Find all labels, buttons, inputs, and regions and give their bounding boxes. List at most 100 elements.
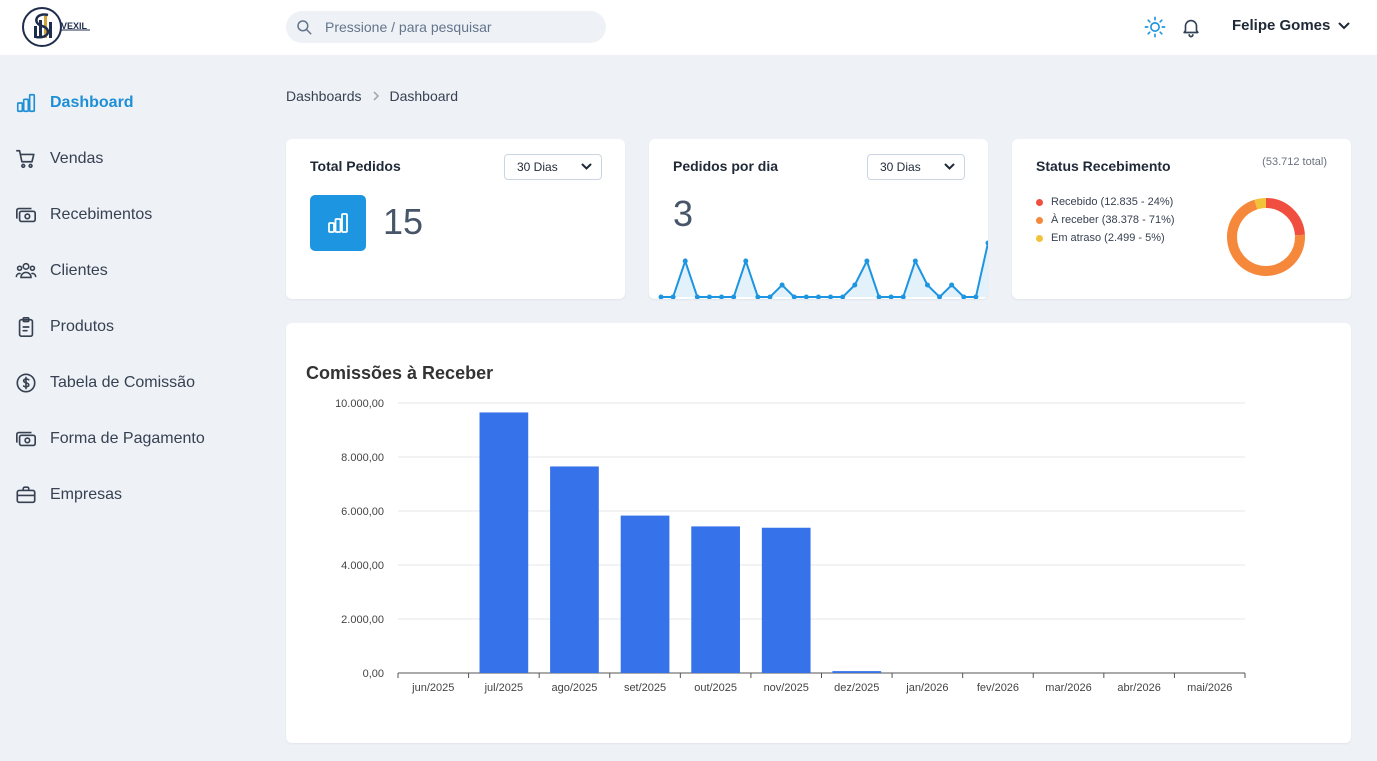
card-title: Total Pedidos [310, 158, 401, 174]
sparkline-point [852, 282, 858, 288]
sidebar-item-tabela-comissao[interactable]: Tabela de Comissão [14, 369, 195, 397]
user-menu[interactable]: Felipe Gomes [1232, 17, 1350, 34]
chevron-down-icon [581, 163, 592, 170]
y-tick-label: 8.000,00 [341, 452, 384, 464]
legend-dot [1036, 198, 1043, 206]
x-tick-label: fev/2026 [977, 682, 1019, 694]
sparkline-point [779, 282, 785, 288]
x-tick-label: dez/2025 [834, 682, 879, 694]
sparkline-point [985, 240, 988, 246]
sidebar-item-forma-pagamento[interactable]: Forma de Pagamento [14, 425, 205, 453]
sidebar-item-recebimentos[interactable]: Recebimentos [14, 201, 152, 229]
card-title: Status Recebimento [1036, 158, 1171, 174]
bar-chart-icon [310, 195, 366, 251]
pedidos-dia-value: 3 [673, 193, 694, 234]
sparkline-point [706, 294, 712, 299]
cash-icon [14, 203, 38, 227]
sparkline-point [719, 294, 725, 299]
sparkline-point [876, 294, 882, 299]
sidebar-item-label: Forma de Pagamento [50, 430, 205, 447]
sparkline-point [900, 294, 906, 299]
total-pedidos-value: 15 [383, 201, 424, 242]
bar[interactable] [832, 671, 882, 673]
sparkline-point [949, 282, 955, 288]
legend-label: À receber (38.378 - 71%) [1051, 214, 1175, 226]
legend-dot [1036, 216, 1043, 224]
bell-icon[interactable] [1180, 16, 1202, 38]
bar-chart-icon [14, 91, 38, 115]
sparkline-point [937, 294, 943, 299]
period-select-value: 30 Dias [880, 160, 921, 174]
bar[interactable] [691, 526, 740, 673]
sidebar-item-empresas[interactable]: Empresas [14, 481, 122, 509]
x-tick-label: ago/2025 [552, 682, 598, 694]
bar[interactable] [550, 466, 599, 673]
y-tick-label: 2.000,00 [341, 614, 384, 626]
bar[interactable] [620, 515, 670, 673]
y-tick-label: 0,00 [363, 668, 384, 680]
period-select[interactable]: 30 Dias [867, 154, 965, 180]
donut-chart [1227, 198, 1305, 276]
sparkline-point [973, 294, 979, 299]
sparkline-point [658, 294, 664, 299]
x-tick-label: mar/2026 [1045, 682, 1091, 694]
legend-item-recebido[interactable]: Recebido (12.835 - 24%) [1036, 193, 1175, 211]
search-input[interactable] [325, 19, 585, 35]
sparkline-point [828, 294, 834, 299]
sparkline-point [888, 294, 894, 299]
search-bar[interactable] [286, 11, 606, 43]
sparkline-point [961, 294, 967, 299]
sidebar: Dashboard Vendas Recebimentos Clientes P… [0, 55, 262, 761]
card-total-pedidos: Total Pedidos 30 Dias 15 [286, 139, 625, 299]
x-tick-label: set/2025 [624, 682, 666, 694]
bar-chart: 0,00 2.000,00 4.000,00 6.000,00 8.000,00 10.0… [335, 398, 1246, 694]
sparkline-chart [658, 240, 988, 299]
card-title: Pedidos por dia [673, 158, 779, 174]
breadcrumb: Dashboards Dashboard [286, 88, 458, 104]
chevron-down-icon [1338, 22, 1350, 29]
sidebar-item-label: Clientes [50, 262, 108, 279]
donut-slice[interactable] [1227, 198, 1305, 276]
sidebar-item-vendas[interactable]: Vendas [14, 145, 103, 173]
sparkline-point [803, 294, 809, 299]
bar[interactable] [479, 412, 529, 673]
total-note: (53.712 total) [1262, 156, 1327, 168]
sidebar-item-dashboard[interactable]: Dashboard [14, 89, 134, 117]
legend-item-em-atraso[interactable]: Em atraso (2.499 - 5%) [1036, 229, 1175, 247]
legend-label: Recebido (12.835 - 24%) [1051, 196, 1174, 208]
sparkline-point [924, 282, 930, 288]
breadcrumb-item-dashboard: Dashboard [389, 88, 459, 104]
donut-slice[interactable] [1227, 198, 1305, 276]
sidebar-item-label: Dashboard [50, 94, 134, 111]
sparkline-area [661, 243, 988, 297]
card-comissoes: Comissões à Receber 0,00 2.000,00 4.000,00… [286, 323, 1351, 743]
x-tick-label: jan/2026 [905, 682, 948, 694]
bar[interactable] [761, 527, 811, 673]
breadcrumb-item-dashboards[interactable]: Dashboards [286, 88, 362, 104]
sidebar-item-label: Produtos [50, 318, 115, 335]
sparkline-line [661, 242, 988, 299]
sparkline-point [840, 294, 846, 299]
sidebar-item-produtos[interactable]: Produtos [14, 313, 114, 341]
x-tick-label: jul/2025 [484, 682, 524, 694]
period-select[interactable]: 30 Dias [504, 154, 602, 180]
period-select-value: 30 Dias [517, 160, 558, 174]
legend-label: Em atraso (2.499 - 5%) [1051, 232, 1165, 244]
sparkline-point [682, 258, 688, 264]
legend-dot [1036, 234, 1043, 242]
dollar-icon [14, 371, 38, 395]
briefcase-icon [14, 483, 38, 507]
sparkline-point [767, 294, 773, 299]
chevron-down-icon [944, 163, 955, 170]
sidebar-item-clientes[interactable]: Clientes [14, 257, 108, 285]
user-name: Felipe Gomes [1232, 17, 1331, 34]
sidebar-item-label: Recebimentos [50, 206, 153, 223]
sun-icon[interactable] [1144, 16, 1166, 38]
cash-icon [14, 427, 38, 451]
brand-logo[interactable]: VEXIL [22, 6, 92, 48]
clipboard-icon [14, 315, 38, 339]
x-tick-label: out/2025 [694, 682, 737, 694]
legend-item-a-receber[interactable]: À receber (38.378 - 71%) [1036, 211, 1175, 229]
sparkline-point [755, 294, 761, 299]
status-legend: Recebido (12.835 - 24%) À receber (38.37… [1036, 193, 1175, 247]
